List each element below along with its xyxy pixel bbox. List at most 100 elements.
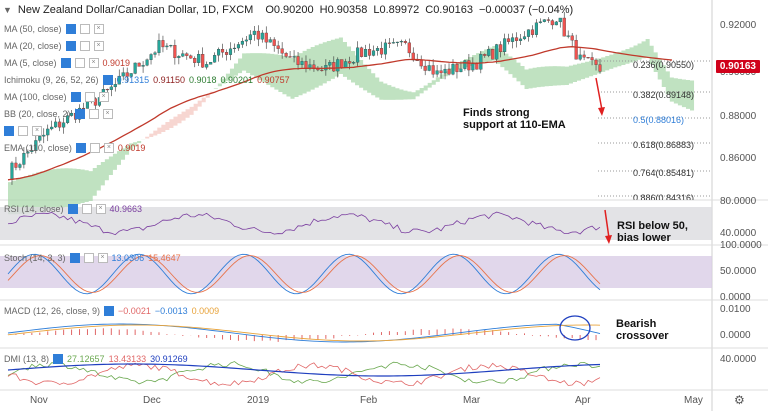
ohlc-high: H0.90358 — [319, 4, 368, 16]
candle — [105, 89, 109, 91]
close-icon[interactable]: × — [98, 92, 109, 102]
candle — [340, 59, 344, 69]
candle — [439, 70, 443, 74]
indicator-ma5[interactable]: MA (5, close) × 0.9019 — [4, 58, 131, 68]
gear-icon[interactable]: ⚙ — [734, 393, 745, 407]
candle — [141, 65, 145, 67]
chart-header: ▼ New Zealand Dollar/Canadian Dollar, 1D… — [3, 4, 573, 16]
candle — [387, 42, 391, 44]
candle — [236, 44, 240, 49]
macd-signal-line — [7, 324, 601, 342]
candle — [252, 30, 256, 35]
settings-icon[interactable] — [88, 109, 99, 119]
candle — [316, 68, 320, 71]
settings-icon[interactable] — [83, 253, 94, 263]
stoch-k-value: 13.0306 — [111, 253, 145, 263]
visibility-icon[interactable] — [70, 92, 81, 102]
candle — [518, 38, 523, 41]
support-annotation: Finds strong support at 110-EMA — [463, 107, 566, 131]
ma5-value: 0.9019 — [102, 58, 131, 68]
ema-110-line — [7, 46, 673, 181]
candle — [18, 164, 22, 168]
candle — [371, 50, 376, 56]
candle — [459, 68, 463, 73]
candle — [10, 162, 14, 180]
candle — [213, 55, 217, 63]
visibility-icon[interactable] — [65, 41, 76, 51]
candle — [117, 75, 121, 85]
indicator-ma100[interactable]: MA (100, close) × — [4, 92, 109, 102]
indicator-ema110[interactable]: EMA (110, close) × 0.9019 — [4, 143, 146, 153]
candle — [443, 68, 447, 74]
ichimoku-v5: 0.90757 — [257, 75, 290, 85]
candle — [296, 56, 300, 65]
candle — [352, 62, 356, 64]
stoch-d-value: 15.4647 — [148, 253, 181, 263]
candle — [558, 17, 562, 23]
candle — [70, 112, 74, 116]
visibility-icon[interactable] — [60, 58, 71, 68]
close-icon[interactable]: × — [103, 143, 114, 153]
stoch-legend[interactable]: Stoch (14, 3, 3) × 13.0306 15.4647 — [4, 253, 181, 263]
candle — [538, 21, 542, 23]
settings-icon[interactable] — [79, 41, 90, 51]
settings-icon[interactable] — [79, 24, 90, 34]
rsi-legend[interactable]: RSI (14, close) × 40.9663 — [4, 204, 143, 214]
x-tick-apr: Apr — [575, 395, 591, 406]
candle — [590, 57, 594, 61]
close-icon[interactable]: × — [93, 41, 104, 51]
ohlc-close: C0.90163 — [425, 4, 473, 16]
settings-icon[interactable] — [74, 58, 85, 68]
ema110-value: 0.9019 — [117, 143, 146, 153]
settings-icon[interactable] — [84, 92, 95, 102]
indicator-ichimoku[interactable]: Ichimoku (9, 26, 52, 26) 0.91315 0.91150… — [4, 75, 290, 85]
macd-annotation: Bearish crossover — [616, 318, 669, 342]
indicator-hidden[interactable]: × — [4, 126, 42, 136]
close-icon[interactable]: × — [95, 204, 106, 214]
settings-icon[interactable] — [89, 143, 100, 153]
ichimoku-cloud-bullish — [8, 37, 695, 215]
close-icon[interactable]: × — [88, 58, 99, 68]
candle — [383, 42, 387, 55]
close-icon[interactable]: × — [97, 253, 108, 263]
indicator-bb[interactable]: BB (20, close, 2) × — [4, 109, 113, 119]
candle — [375, 48, 380, 51]
candle — [217, 49, 221, 56]
candle — [42, 134, 46, 137]
visibility-icon[interactable] — [67, 204, 78, 214]
macd-signal: −0.0013 — [154, 306, 188, 316]
macd-legend[interactable]: MACD (12, 26, close, 9) −0.0021 −0.0013 … — [4, 306, 220, 316]
candle — [145, 59, 149, 66]
visibility-icon[interactable] — [102, 75, 113, 85]
candle — [431, 65, 435, 75]
dmi-minus-line — [7, 362, 601, 387]
dmi-tick: 40.0000 — [720, 354, 757, 365]
candle — [133, 62, 137, 74]
candle — [165, 45, 169, 48]
candle — [360, 47, 364, 57]
visibility-icon[interactable] — [4, 126, 14, 136]
visibility-icon[interactable] — [75, 143, 86, 153]
close-icon[interactable]: × — [93, 24, 104, 34]
visibility-icon[interactable] — [74, 109, 85, 119]
visibility-icon[interactable] — [104, 306, 115, 316]
candle — [483, 54, 487, 56]
rsi-line — [7, 211, 601, 236]
candle — [526, 29, 531, 37]
indicator-ma50[interactable]: MA (50, close) × — [4, 24, 104, 34]
collapse-arrow-icon[interactable]: ▼ — [3, 5, 12, 15]
indicator-ma20[interactable]: MA (20, close) × — [4, 41, 104, 51]
close-icon[interactable]: × — [102, 109, 113, 119]
candle — [228, 48, 233, 55]
visibility-icon[interactable] — [69, 253, 80, 263]
close-icon[interactable]: × — [32, 126, 42, 136]
dmi-legend[interactable]: DMI (13, 8) 27.12657 13.43133 30.91269 — [4, 354, 188, 364]
candle — [463, 60, 467, 69]
ichimoku-v4: 0.90201 — [220, 75, 254, 85]
settings-icon[interactable] — [18, 126, 28, 136]
visibility-icon[interactable] — [53, 354, 64, 364]
settings-icon[interactable] — [81, 204, 92, 214]
visibility-icon[interactable] — [65, 24, 76, 34]
